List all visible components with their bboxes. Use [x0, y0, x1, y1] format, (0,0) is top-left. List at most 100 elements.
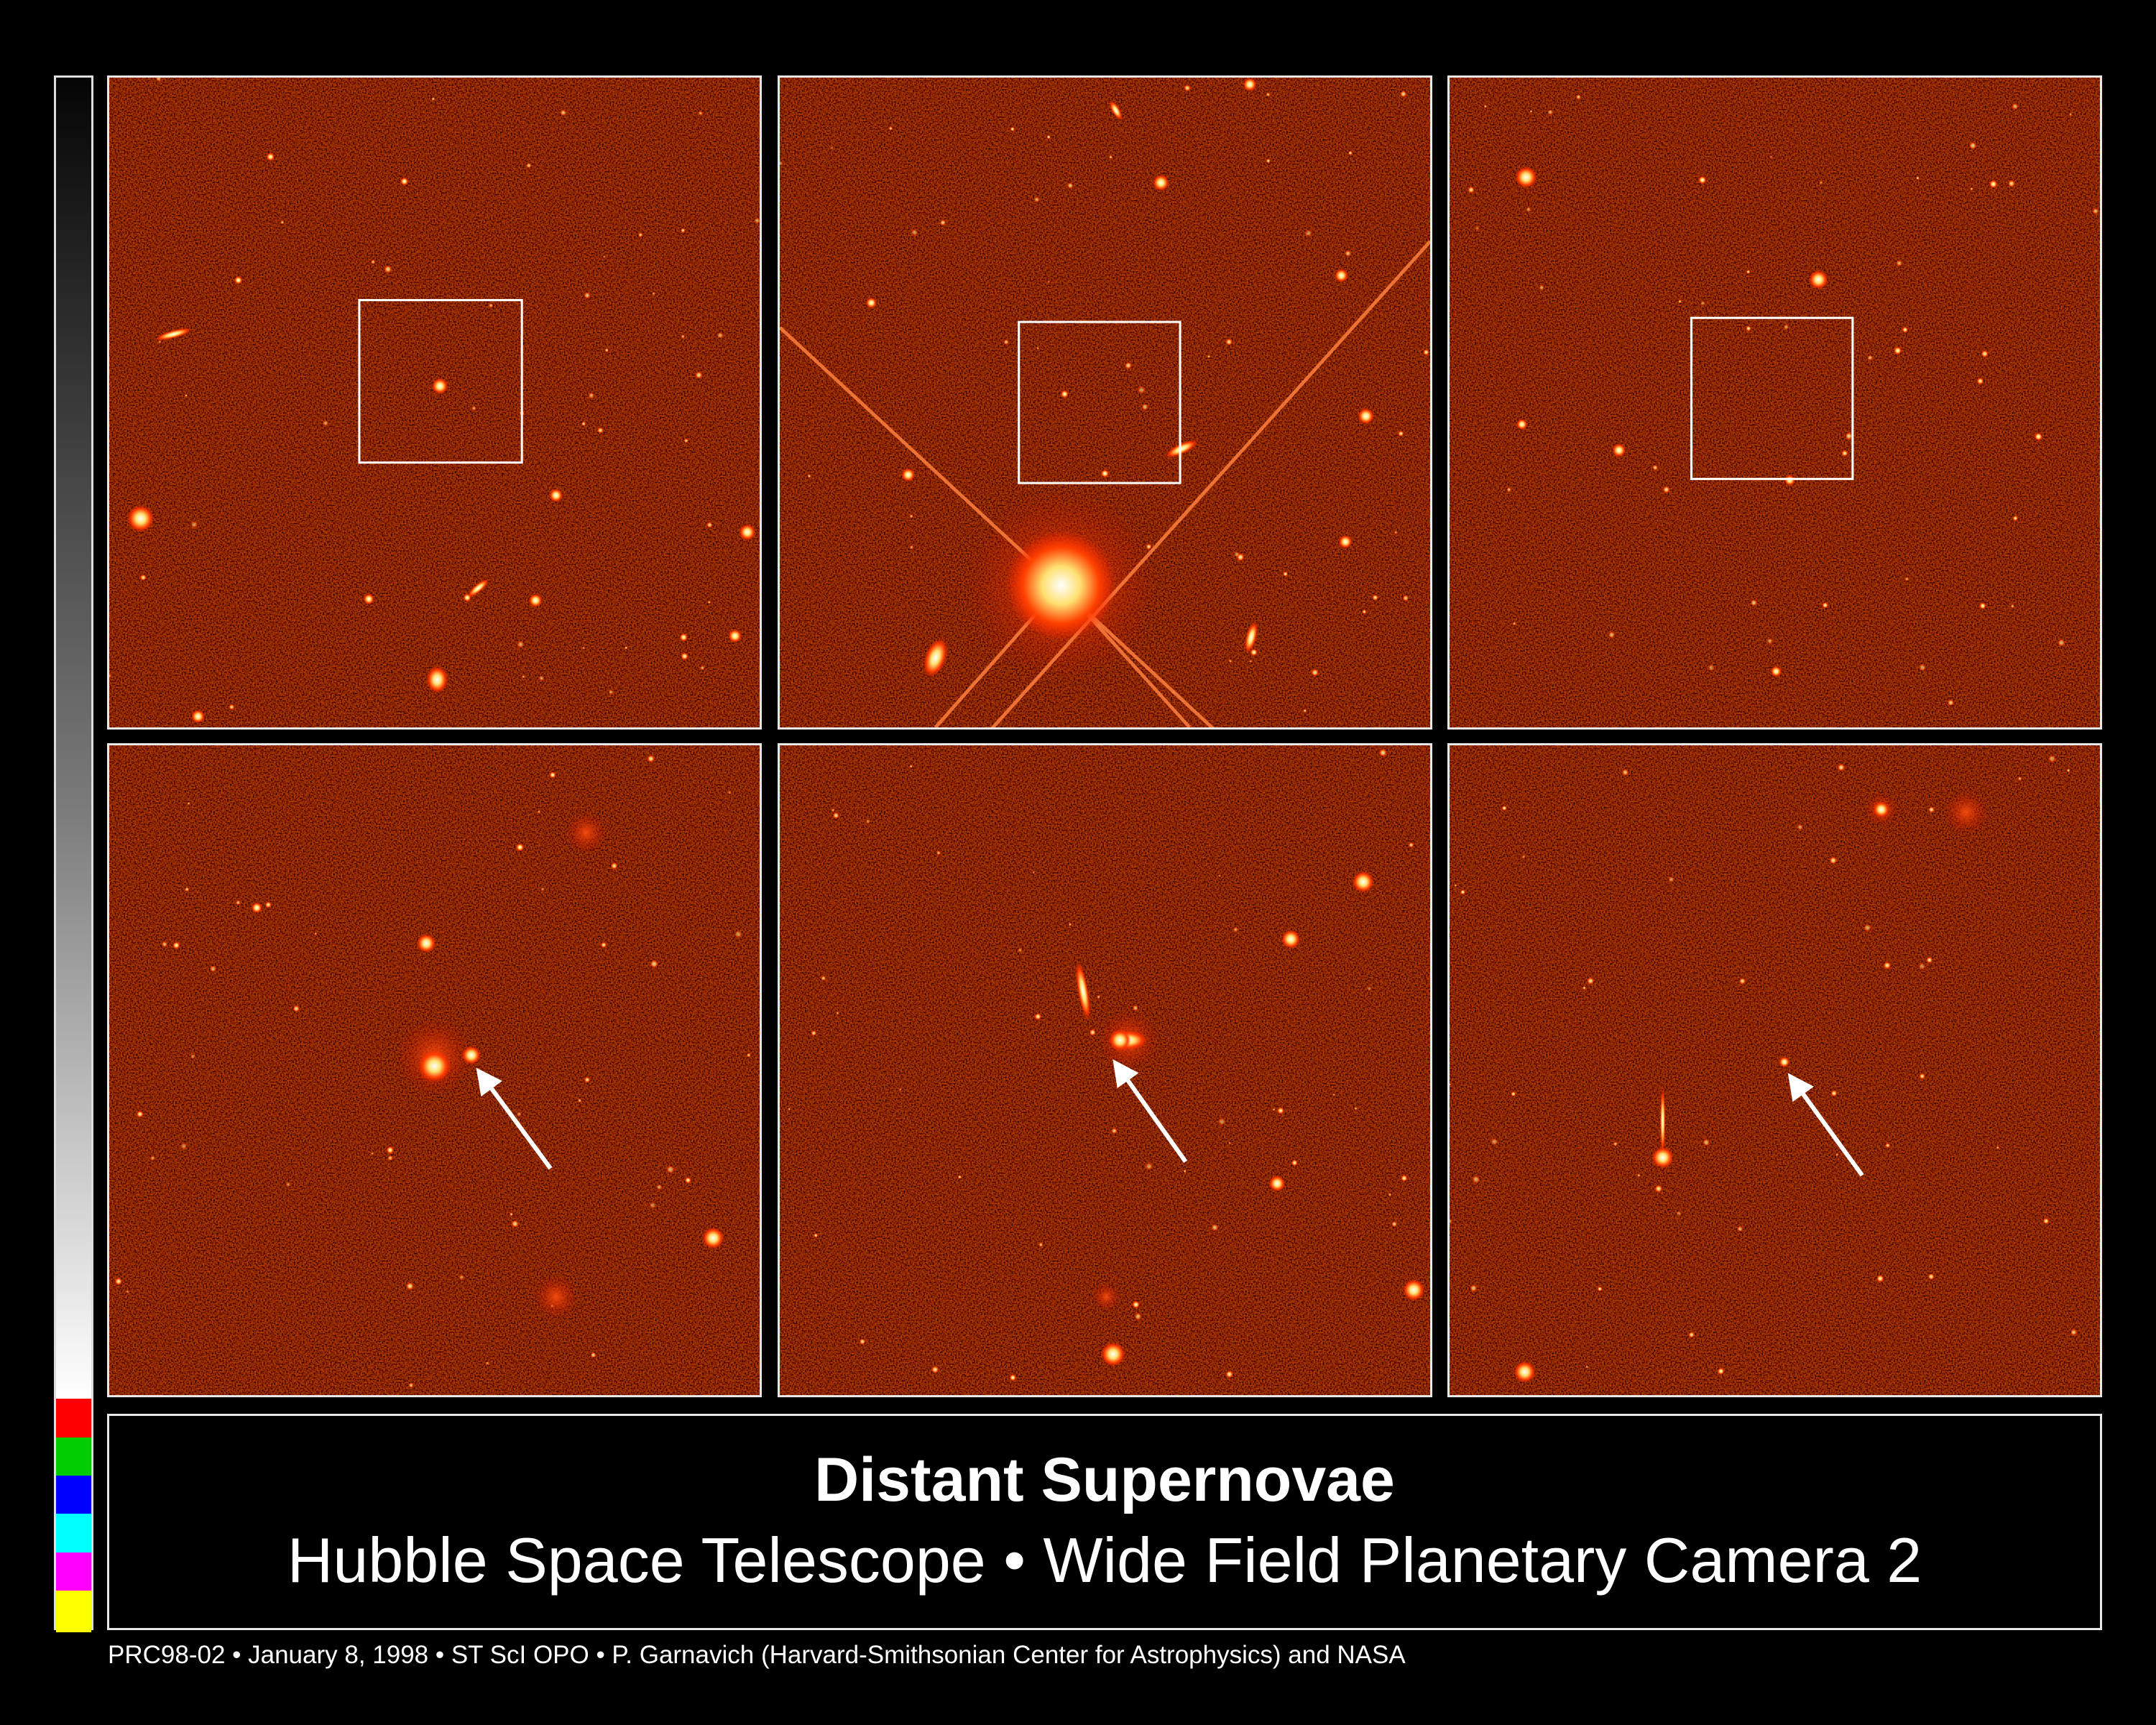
star — [416, 934, 436, 953]
star — [1281, 929, 1301, 949]
caption-title: Distant Supernovae — [814, 1445, 1395, 1514]
faint-source — [2092, 208, 2099, 215]
faint-source — [1047, 280, 1051, 284]
faint-source — [540, 887, 545, 892]
star — [865, 297, 877, 308]
faint-source — [936, 850, 941, 855]
faint-source — [1225, 1370, 1234, 1379]
supernova-closeup-2 — [778, 743, 1432, 1397]
faint-source — [280, 220, 285, 224]
grayscale-gradient — [56, 78, 91, 1399]
faint-source — [386, 1146, 395, 1154]
faint-source — [707, 600, 711, 604]
faint-source — [1668, 876, 1674, 883]
faint-source — [190, 1053, 196, 1059]
faint-source — [909, 545, 914, 550]
faint-source — [681, 228, 686, 233]
star — [1402, 1279, 1425, 1301]
faint-source — [155, 78, 162, 82]
faint-source — [114, 1277, 123, 1286]
faint-source — [865, 819, 871, 824]
faint-source — [1068, 922, 1072, 926]
faint-source — [1822, 602, 1829, 609]
faint-source — [1233, 926, 1238, 932]
faint-source — [911, 229, 918, 236]
faint-source — [1837, 763, 1846, 772]
faint-source — [1708, 664, 1715, 671]
faint-source — [510, 1212, 514, 1216]
faint-source — [1145, 1162, 1153, 1171]
faint-source — [1060, 390, 1069, 398]
faint-source — [1928, 806, 1935, 813]
faint-source — [1575, 94, 1582, 100]
faint-source — [1124, 362, 1133, 369]
faint-source — [1304, 229, 1312, 237]
galaxy — [155, 328, 193, 341]
faint-source — [1968, 142, 1977, 150]
faint-source — [139, 574, 147, 581]
faint-source — [1654, 1184, 1663, 1193]
star — [728, 629, 742, 643]
faint-source — [149, 1155, 156, 1161]
faint-source — [590, 1352, 596, 1358]
faint-source — [485, 1361, 490, 1366]
galaxy — [467, 579, 489, 598]
faint-source — [1867, 354, 1874, 361]
color-swatch-cyan — [56, 1514, 91, 1552]
star — [126, 505, 155, 533]
faint-source — [832, 812, 839, 819]
faint-source — [1388, 1192, 1392, 1197]
faint-source — [184, 887, 190, 892]
faint-source — [136, 1110, 144, 1118]
faint-source — [1876, 1274, 1884, 1283]
faint-source — [1291, 1159, 1298, 1167]
faint-source — [405, 1282, 415, 1291]
faint-source — [1250, 648, 1258, 656]
faint-source — [1700, 300, 1705, 306]
star — [901, 468, 916, 482]
faint-source — [1207, 354, 1211, 359]
faint-source — [780, 160, 783, 166]
faint-source — [2012, 515, 2019, 521]
faint-source — [516, 843, 525, 852]
faint-source — [1468, 186, 1475, 193]
faint-source — [1348, 150, 1353, 155]
faint-source — [1904, 576, 1909, 581]
star — [1784, 474, 1796, 486]
faint-source — [1746, 326, 1751, 332]
faint-source — [1979, 602, 1986, 610]
faint-source — [1483, 104, 1488, 109]
color-swatch-green — [56, 1438, 91, 1476]
faint-source — [1009, 1374, 1017, 1381]
faint-source — [1926, 957, 1933, 964]
faint-source — [190, 520, 198, 529]
faint-source — [1184, 84, 1192, 92]
faint-source — [1902, 326, 1909, 333]
supernova-arrow — [476, 1067, 553, 1170]
star — [1268, 1175, 1286, 1192]
wide-field-image-1 — [107, 75, 762, 730]
faint-source — [161, 941, 168, 947]
faint-source — [1277, 1107, 1284, 1115]
star — [1698, 175, 1707, 185]
faint-source — [1885, 1143, 1891, 1149]
faint-source — [560, 109, 567, 116]
faint-source — [2010, 604, 2014, 609]
faint-source — [322, 420, 329, 426]
faint-source — [1034, 1013, 1042, 1021]
faint-source — [681, 652, 688, 661]
diffraction-spike — [990, 240, 1430, 727]
faint-source — [1391, 1221, 1398, 1228]
faint-source — [187, 801, 190, 805]
faint-source — [109, 673, 112, 678]
faint-source — [1587, 977, 1595, 985]
faint-source — [1703, 1138, 1710, 1146]
star — [1334, 268, 1348, 282]
faint-source — [909, 764, 913, 768]
star — [1516, 418, 1528, 430]
faint-source — [1423, 349, 1429, 356]
star — [431, 377, 448, 395]
color-swatch-red — [56, 1399, 91, 1438]
faint-source — [1845, 432, 1853, 441]
faint-source — [1797, 824, 1803, 830]
